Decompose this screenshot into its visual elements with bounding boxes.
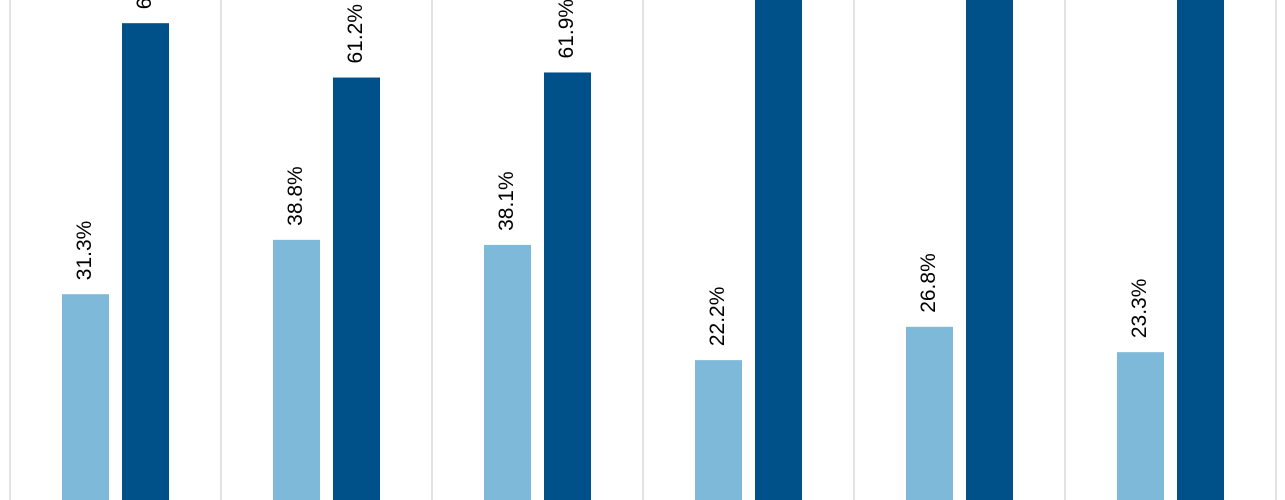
data-label: 31.3% <box>73 221 96 281</box>
bar <box>544 72 591 500</box>
bar <box>966 0 1013 500</box>
data-label: 23.3% <box>1128 279 1151 339</box>
data-label: 38.8% <box>284 166 307 226</box>
bar <box>1177 0 1224 500</box>
bar <box>906 326 953 500</box>
bar <box>62 294 109 500</box>
bar <box>755 0 802 500</box>
bar <box>333 77 380 500</box>
data-label: 38.1% <box>495 171 518 231</box>
data-label: 26.8% <box>917 253 940 313</box>
data-label: 22.2% <box>706 287 729 347</box>
data-label: 68.7% <box>133 0 156 9</box>
bar <box>1117 352 1164 500</box>
data-label: 61.2% <box>344 4 367 64</box>
data-label: 61.9% <box>555 0 578 58</box>
bar <box>484 244 531 500</box>
bar <box>695 360 742 500</box>
bar <box>122 23 169 500</box>
bar <box>273 239 320 500</box>
